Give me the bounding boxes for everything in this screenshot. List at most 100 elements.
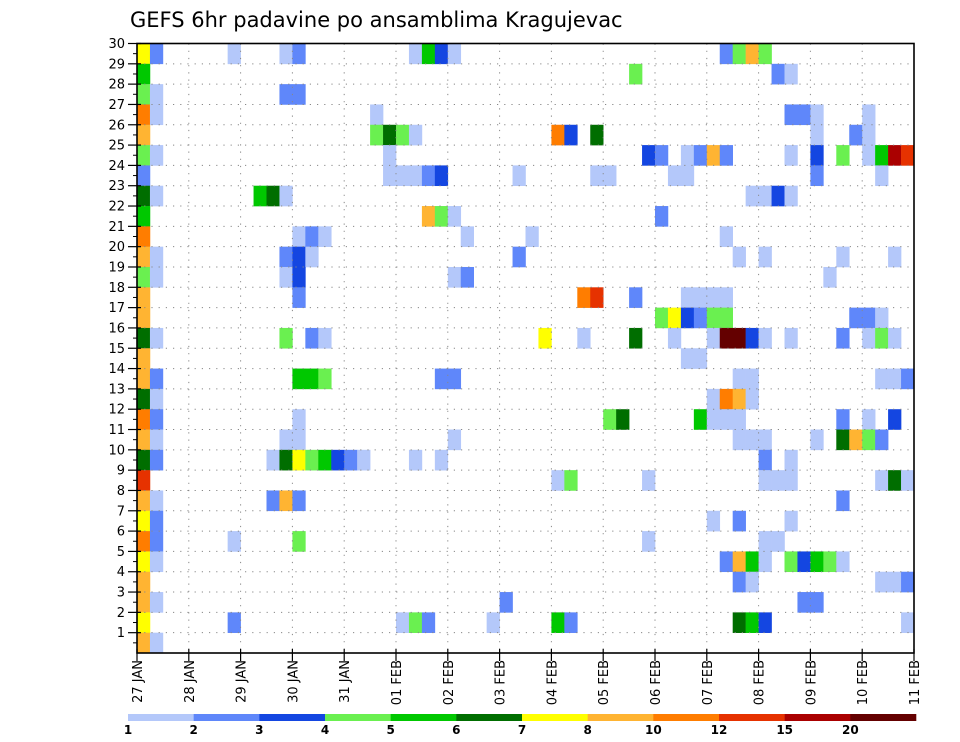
heatmap-cell bbox=[655, 145, 669, 166]
heatmap-cell bbox=[149, 104, 164, 126]
y-tick-label: 25 bbox=[108, 139, 125, 154]
heatmap-cell bbox=[137, 206, 151, 227]
heatmap-cell bbox=[745, 551, 759, 573]
heatmap-cell bbox=[667, 327, 682, 349]
heatmap-cell bbox=[875, 571, 889, 593]
y-tick-label: 23 bbox=[108, 179, 125, 194]
heatmap-cell bbox=[784, 510, 798, 532]
heatmap-cell bbox=[408, 124, 423, 146]
y-axis: 1234567891011121314151617181920212223242… bbox=[108, 37, 141, 644]
heatmap-cell bbox=[279, 490, 293, 512]
y-tick-label: 29 bbox=[108, 57, 125, 72]
heatmap-cell bbox=[732, 612, 746, 633]
y-tick-label: 2 bbox=[117, 606, 125, 621]
heatmap-cell bbox=[551, 612, 565, 633]
heatmap-cell bbox=[434, 43, 449, 65]
heatmap-cell bbox=[875, 429, 889, 451]
heatmap-cell bbox=[408, 43, 423, 65]
y-tick-label: 12 bbox=[108, 403, 125, 418]
heatmap-cell bbox=[421, 612, 436, 633]
y-tick-label: 11 bbox=[108, 423, 125, 438]
heatmap-cell bbox=[137, 246, 151, 268]
heatmap-cell bbox=[603, 409, 617, 430]
heatmap-cell bbox=[719, 307, 733, 329]
heatmap-cell bbox=[784, 327, 798, 349]
heatmap-cell bbox=[512, 165, 526, 187]
heatmap-cell bbox=[732, 510, 746, 532]
heatmap-cell bbox=[149, 368, 164, 390]
y-tick-label: 6 bbox=[117, 525, 125, 540]
heatmap-cell bbox=[849, 429, 863, 451]
heatmap-cell bbox=[745, 185, 759, 207]
heatmap-cell bbox=[292, 226, 306, 247]
heatmap-cell bbox=[732, 388, 746, 410]
y-tick-label: 15 bbox=[108, 342, 125, 357]
heatmap-cell bbox=[149, 145, 164, 166]
heatmap-cell bbox=[137, 429, 151, 451]
y-tick-label: 9 bbox=[117, 464, 125, 479]
heatmap-cell bbox=[564, 612, 578, 633]
x-tick-label: 30 JAN bbox=[286, 660, 301, 703]
heatmap-cell bbox=[784, 104, 798, 126]
heatmap-cell bbox=[279, 84, 293, 105]
heatmap-cell bbox=[758, 185, 772, 207]
heatmap-cell bbox=[292, 490, 306, 512]
heatmap-cell bbox=[680, 348, 695, 369]
heatmap-cell bbox=[447, 368, 462, 390]
heatmap-cell bbox=[862, 409, 876, 430]
heatmap-cell bbox=[408, 449, 423, 471]
x-tick-label: 11 FEB bbox=[908, 660, 923, 705]
heatmap-cell bbox=[862, 429, 876, 451]
heatmap-cell bbox=[888, 368, 902, 390]
heatmap-cell bbox=[292, 368, 306, 390]
x-tick-label: 28 JAN bbox=[183, 660, 198, 703]
heatmap-cell bbox=[292, 287, 306, 308]
heatmap-cell bbox=[836, 409, 850, 430]
heatmap-cell bbox=[279, 449, 293, 471]
y-tick-label: 3 bbox=[117, 586, 125, 601]
colorbar-segment bbox=[522, 714, 588, 721]
heatmap-cell bbox=[706, 409, 721, 430]
x-tick-label: 08 FEB bbox=[753, 660, 768, 705]
heatmap-cell bbox=[732, 551, 746, 573]
heatmap-cell bbox=[292, 84, 306, 105]
heatmap-cell bbox=[732, 246, 746, 268]
heatmap-cell bbox=[383, 124, 397, 146]
heatmap-cell bbox=[849, 124, 863, 146]
heatmap-cell bbox=[784, 145, 798, 166]
heatmap-cell bbox=[292, 531, 306, 552]
x-tick-label: 03 FEB bbox=[494, 660, 509, 705]
heatmap-cells bbox=[137, 43, 915, 654]
x-tick-label: 02 FEB bbox=[442, 660, 457, 705]
heatmap-cell bbox=[137, 449, 151, 471]
heatmap-cell bbox=[292, 409, 306, 430]
heatmap-cell bbox=[137, 63, 151, 85]
heatmap-cell bbox=[137, 510, 151, 532]
heatmap-cell bbox=[447, 266, 462, 288]
heatmap-cell bbox=[888, 145, 902, 166]
heatmap-cell bbox=[137, 307, 151, 329]
heatmap-cell bbox=[693, 307, 708, 329]
colorbar-segment bbox=[784, 714, 851, 721]
heatmap-cell bbox=[357, 449, 371, 471]
heatmap-cell bbox=[137, 612, 151, 633]
heatmap-cell bbox=[732, 571, 746, 593]
heatmap-cell bbox=[732, 368, 746, 390]
heatmap-cell bbox=[706, 287, 721, 308]
heatmap-cell bbox=[836, 145, 850, 166]
heatmap-cell bbox=[901, 470, 915, 491]
colorbar-label: 4 bbox=[321, 723, 329, 737]
heatmap-cell bbox=[680, 307, 695, 329]
heatmap-cell bbox=[667, 307, 682, 329]
x-tick-label: 04 FEB bbox=[545, 660, 560, 705]
heatmap-cell bbox=[253, 185, 267, 207]
heatmap-cell bbox=[732, 409, 746, 430]
heatmap-cell bbox=[137, 266, 151, 288]
y-tick-label: 26 bbox=[108, 118, 125, 133]
heatmap-cell bbox=[642, 145, 656, 166]
heatmap-cell bbox=[629, 63, 643, 85]
heatmap-cell bbox=[797, 551, 811, 573]
heatmap-cell bbox=[137, 104, 151, 126]
y-tick-label: 30 bbox=[108, 37, 125, 52]
